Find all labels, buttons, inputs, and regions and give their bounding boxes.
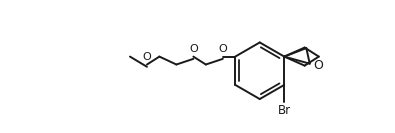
Text: O: O — [189, 44, 198, 54]
Text: Br: Br — [278, 104, 291, 117]
Text: O: O — [218, 44, 227, 54]
Text: O: O — [143, 52, 151, 62]
Text: O: O — [313, 59, 323, 72]
